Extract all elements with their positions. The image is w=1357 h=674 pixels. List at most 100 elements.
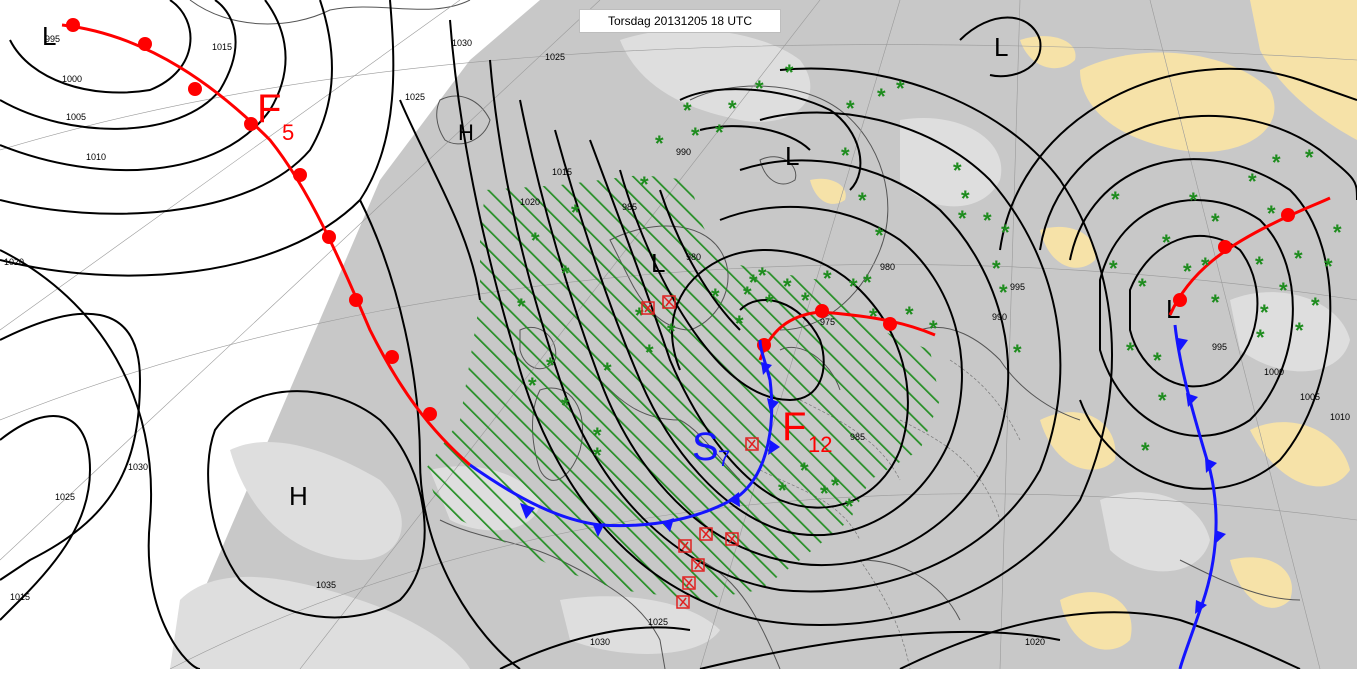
svg-text:1030: 1030 xyxy=(590,637,610,647)
wind-warning-icon xyxy=(662,295,676,309)
snow-star-icon: * xyxy=(667,319,676,344)
snow-star-icon: * xyxy=(1333,220,1342,245)
snow-star-icon: * xyxy=(728,96,737,121)
snow-star-icon: * xyxy=(593,423,602,448)
svg-text:1025: 1025 xyxy=(55,492,75,502)
snow-star-icon: * xyxy=(1211,209,1220,234)
map-title: Torsdag 20131205 18 UTC xyxy=(579,9,781,33)
snow-symbols: ***** **************** * ****** * ******** ** *… xyxy=(517,60,1342,519)
snow-star-icon: * xyxy=(999,280,1008,305)
snow-star-icon: * xyxy=(1324,254,1333,279)
svg-text:1010: 1010 xyxy=(86,152,106,162)
wind-warning-icon xyxy=(699,527,713,541)
snow-star-icon: * xyxy=(961,186,970,211)
snow-star-icon: * xyxy=(546,353,555,378)
wind-warning-icon xyxy=(691,558,705,572)
snow-star-icon: * xyxy=(758,263,767,288)
low-center: L xyxy=(42,21,56,51)
snow-star-icon: * xyxy=(992,256,1001,281)
svg-text:1035: 1035 xyxy=(316,580,336,590)
svg-text:12: 12 xyxy=(808,432,832,457)
snow-star-icon: * xyxy=(749,270,758,295)
snow-star-icon: * xyxy=(691,123,700,148)
svg-text:1015: 1015 xyxy=(10,592,30,602)
cold-front-east xyxy=(1173,324,1226,670)
snow-star-icon: * xyxy=(1279,278,1288,303)
snow-star-icon: * xyxy=(1260,300,1269,325)
snow-star-icon: * xyxy=(800,458,809,483)
svg-text:1025: 1025 xyxy=(648,617,668,627)
svg-text:1030: 1030 xyxy=(128,462,148,472)
front-label-f-north: F 5 xyxy=(257,87,294,145)
snow-star-icon: * xyxy=(1256,325,1265,350)
snow-star-icon: * xyxy=(849,274,858,299)
snow-star-icon: * xyxy=(1153,348,1162,373)
snow-star-icon: * xyxy=(571,200,580,225)
svg-text:995: 995 xyxy=(45,34,60,44)
svg-text:1010: 1010 xyxy=(1330,412,1350,422)
snow-star-icon: * xyxy=(1311,293,1320,318)
snow-star-icon: * xyxy=(820,481,829,506)
snow-star-icon: * xyxy=(1248,169,1257,194)
cold-front-center xyxy=(469,339,780,537)
svg-text:1020: 1020 xyxy=(520,197,540,207)
svg-text:1015: 1015 xyxy=(212,42,232,52)
wind-warning-icon xyxy=(678,539,692,553)
snow-star-icon: * xyxy=(953,158,962,183)
snow-star-icon: * xyxy=(1141,438,1150,463)
svg-text:990: 990 xyxy=(992,312,1007,322)
snow-star-icon: * xyxy=(863,270,872,295)
snow-star-icon: * xyxy=(711,284,720,309)
snow-star-icon: * xyxy=(1267,201,1276,226)
svg-text:1005: 1005 xyxy=(1300,392,1320,402)
wind-warning-icon xyxy=(641,301,655,315)
warm-front-east xyxy=(1168,196,1331,316)
snow-star-icon: * xyxy=(1126,338,1135,363)
svg-text:985: 985 xyxy=(622,202,637,212)
snow-star-icon: * xyxy=(603,358,612,383)
svg-text:1015: 1015 xyxy=(552,167,572,177)
snow-star-icon: * xyxy=(517,294,526,319)
snow-star-icon: * xyxy=(593,443,602,468)
snow-star-icon: * xyxy=(635,303,644,328)
snow-star-icon: * xyxy=(831,473,840,498)
snow-star-icon: * xyxy=(531,228,540,253)
svg-text:F: F xyxy=(782,405,806,449)
snow-star-icon: * xyxy=(1109,256,1118,281)
wind-warning-icon xyxy=(745,437,759,451)
svg-text:975: 975 xyxy=(820,317,835,327)
snow-star-icon: * xyxy=(561,393,570,418)
snow-star-icon: * xyxy=(845,494,854,519)
snow-star-icon: * xyxy=(823,266,832,291)
snow-star-icon: * xyxy=(877,84,886,109)
snow-star-icon: * xyxy=(561,261,570,286)
snow-star-icon: * xyxy=(1158,388,1167,413)
snow-star-icon: * xyxy=(1189,188,1198,213)
snow-star-icon: * xyxy=(785,60,794,85)
svg-text:980: 980 xyxy=(880,262,895,272)
svg-text:7: 7 xyxy=(718,446,730,471)
snow-star-icon: * xyxy=(640,172,649,197)
snow-star-icon: * xyxy=(1305,145,1314,170)
svg-text:1030: 1030 xyxy=(452,38,472,48)
snow-star-icon: * xyxy=(858,188,867,213)
front-label-f-baltic: F 12 xyxy=(782,405,832,457)
snow-star-icon: * xyxy=(801,288,810,313)
svg-text:1005: 1005 xyxy=(66,112,86,122)
svg-text:985: 985 xyxy=(850,432,865,442)
snow-star-icon: * xyxy=(735,311,744,336)
high-center: H xyxy=(458,120,474,145)
snow-star-icon: * xyxy=(1272,150,1281,175)
low-center: L xyxy=(785,141,799,171)
svg-text:5: 5 xyxy=(282,120,294,145)
pressure-centers: L L L L L H H xyxy=(42,21,1180,511)
snow-star-icon: * xyxy=(1001,220,1010,245)
snow-star-icon: * xyxy=(655,131,664,156)
snow-star-icon: * xyxy=(1295,318,1304,343)
snow-star-icon: * xyxy=(929,316,938,341)
svg-text:1020: 1020 xyxy=(1025,637,1045,647)
snow-star-icon: * xyxy=(846,96,855,121)
snow-star-icon: * xyxy=(645,340,654,365)
